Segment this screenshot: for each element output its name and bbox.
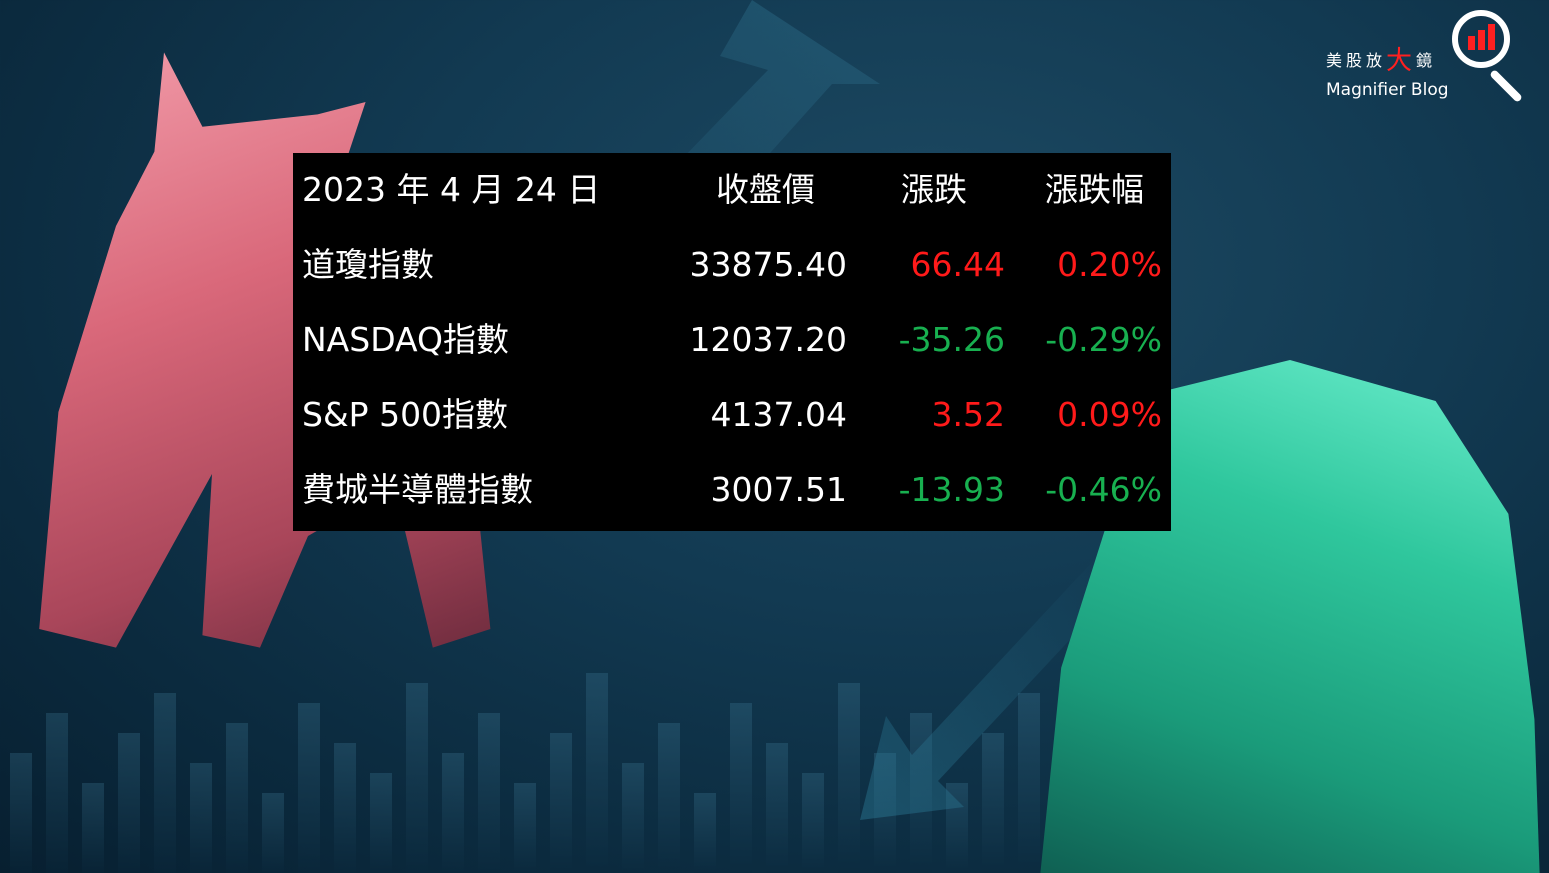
table-row: S&P 500指數 4137.04 3.52 0.09% bbox=[293, 378, 1171, 453]
change-pct: 0.20% bbox=[1057, 245, 1162, 284]
table-header: 2023 年 4 月 24 日 收盤價 漲跌 漲跌幅 bbox=[293, 153, 1171, 228]
table-row: NASDAQ指數 12037.20 -35.26 -0.29% bbox=[293, 303, 1171, 378]
header-change: 漲跌 bbox=[901, 170, 967, 209]
change: -13.93 bbox=[898, 470, 1005, 509]
logo-name-cn: 美股放大鏡 bbox=[1326, 46, 1436, 76]
index-table: 2023 年 4 月 24 日 收盤價 漲跌 漲跌幅 道瓊指數 33875.40… bbox=[293, 153, 1171, 531]
header-date: 2023 年 4 月 24 日 bbox=[302, 170, 601, 209]
logo: 美股放大鏡 Magnifier Blog bbox=[1326, 6, 1546, 106]
close-price: 4137.04 bbox=[710, 395, 847, 434]
logo-bar bbox=[1468, 36, 1475, 50]
table-row: 費城半導體指數 3007.51 -13.93 -0.46% bbox=[293, 453, 1171, 528]
change: 66.44 bbox=[910, 245, 1005, 284]
logo-name-cn-highlight: 大 bbox=[1386, 46, 1417, 76]
logo-bar bbox=[1478, 30, 1485, 50]
change: 3.52 bbox=[931, 395, 1005, 434]
logo-name-cn-part: 美股放 bbox=[1326, 51, 1387, 70]
logo-name-cn-part: 鏡 bbox=[1416, 51, 1437, 70]
index-name: NASDAQ指數 bbox=[302, 320, 510, 359]
close-price: 3007.51 bbox=[710, 470, 847, 509]
change: -35.26 bbox=[898, 320, 1005, 359]
close-price: 33875.40 bbox=[689, 245, 847, 284]
change-pct: -0.46% bbox=[1045, 470, 1162, 509]
close-price: 12037.20 bbox=[689, 320, 847, 359]
header-pct: 漲跌幅 bbox=[1045, 170, 1144, 209]
magnifier-handle bbox=[1489, 69, 1523, 103]
magnifier-chart-icon bbox=[1452, 10, 1510, 68]
header-close: 收盤價 bbox=[716, 170, 815, 209]
change-pct: 0.09% bbox=[1057, 395, 1162, 434]
index-name: 道瓊指數 bbox=[302, 245, 434, 284]
change-pct: -0.29% bbox=[1045, 320, 1162, 359]
table-row: 道瓊指數 33875.40 66.44 0.20% bbox=[293, 228, 1171, 303]
index-name: S&P 500指數 bbox=[302, 395, 509, 434]
logo-name-en: Magnifier Blog bbox=[1326, 80, 1449, 100]
logo-bar bbox=[1488, 24, 1495, 50]
index-name: 費城半導體指數 bbox=[302, 470, 533, 509]
